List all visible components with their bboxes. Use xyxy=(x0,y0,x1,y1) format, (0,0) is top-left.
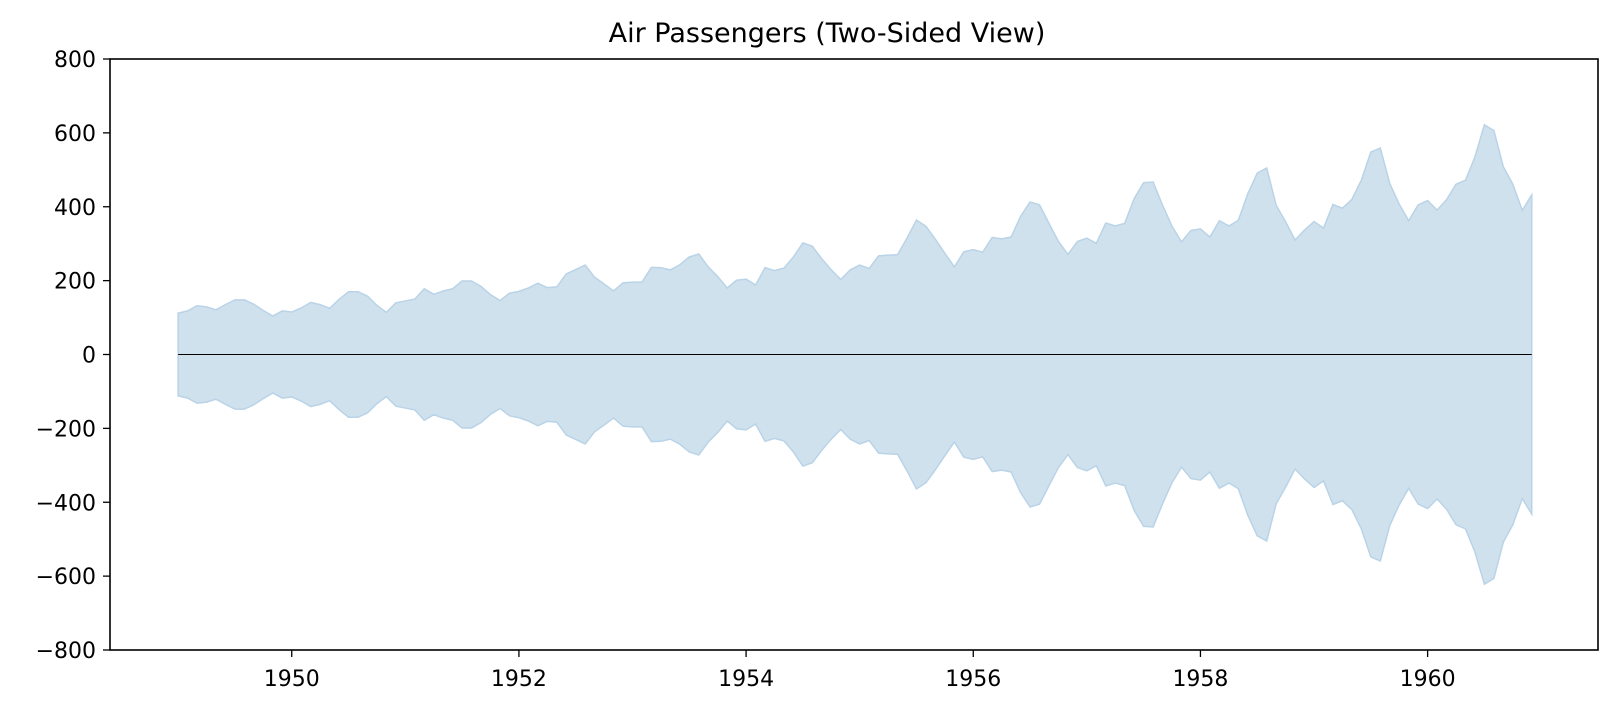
x-tick-label: 1960 xyxy=(1400,667,1456,692)
chart-title: Air Passengers (Two-Sided View) xyxy=(609,18,1046,49)
y-tick-label: 600 xyxy=(54,122,96,147)
x-tick-label: 1956 xyxy=(945,667,1001,692)
y-tick-label: 400 xyxy=(54,196,96,221)
y-tick-label: −600 xyxy=(36,565,96,590)
plot-area xyxy=(177,123,1533,586)
y-tick-label: −200 xyxy=(36,417,96,442)
y-tick-label: 200 xyxy=(54,270,96,295)
x-tick-label: 1952 xyxy=(491,667,547,692)
y-tick-label: 800 xyxy=(54,48,96,73)
y-axis: −800 −600 −400 −200 0 200 400 600 800 xyxy=(36,48,110,664)
plot-frame xyxy=(109,58,1599,651)
x-tick-label: 1958 xyxy=(1172,667,1228,692)
x-tick-label: 1954 xyxy=(718,667,774,692)
x-axis: 1950 1952 1954 1956 1958 1960 xyxy=(264,650,1456,692)
y-tick-label: −800 xyxy=(36,639,96,664)
y-tick-label: 0 xyxy=(82,344,96,369)
x-tick-label: 1950 xyxy=(264,667,320,692)
y-tick-label: −400 xyxy=(36,491,96,516)
